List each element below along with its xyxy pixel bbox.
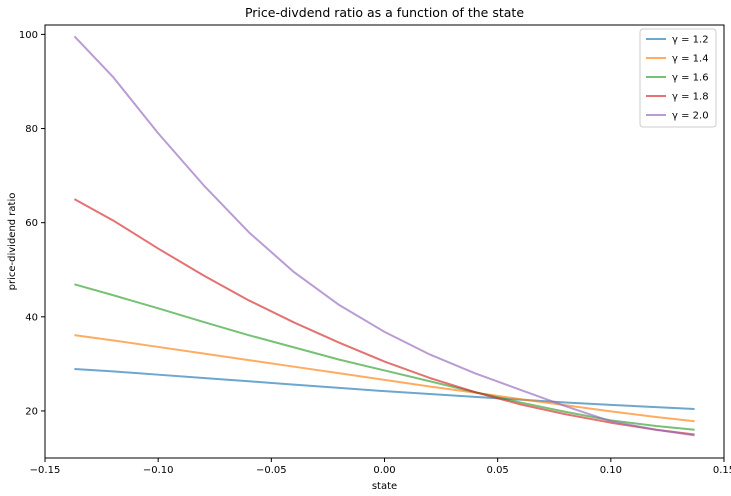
series-line-1 [74, 368, 695, 411]
legend-label-3: γ = 1.6 [672, 73, 709, 84]
legend-box [639, 28, 717, 128]
x-tick-label: −0.10 [143, 465, 174, 476]
series-line-4 [73, 198, 695, 436]
y-tick-label: 80 [25, 124, 38, 135]
legend-label-1: γ = 1.2 [672, 35, 709, 46]
legend-label-4: γ = 1.8 [672, 92, 709, 103]
series-layer [73, 35, 695, 437]
x-tick-label: −0.05 [256, 465, 287, 476]
legend: γ = 1.2 γ = 1.4 γ = 1.6 γ = 1.8 γ = 2.0 [639, 28, 717, 128]
legend-label-5: γ = 2.0 [672, 111, 709, 122]
x-tick-label: 0.10 [600, 465, 622, 476]
series-line-5 [73, 35, 695, 437]
x-axis-label: state [372, 481, 397, 492]
series-line-3 [74, 283, 695, 431]
axes-layer: −0.15 −0.10 −0.05 0.00 0.05 0.10 0.15 20 40 60 80 1… [19, 24, 731, 476]
x-tick-label: −0.15 [30, 465, 61, 476]
y-tick-label: 40 [25, 312, 38, 323]
y-tick-label: 100 [19, 30, 38, 41]
series-line-2 [74, 334, 695, 423]
x-tick-label: 0.05 [487, 465, 509, 476]
y-tick-label: 20 [25, 406, 38, 417]
y-axis-label: price-dividend ratio [7, 193, 18, 291]
x-tick-label: 0.15 [713, 465, 731, 476]
chart-title: Price-divdend ratio as a function of the… [245, 5, 524, 20]
y-tick-label: 60 [25, 218, 38, 229]
legend-label-2: γ = 1.4 [672, 54, 709, 65]
x-tick-label: 0.00 [373, 465, 395, 476]
